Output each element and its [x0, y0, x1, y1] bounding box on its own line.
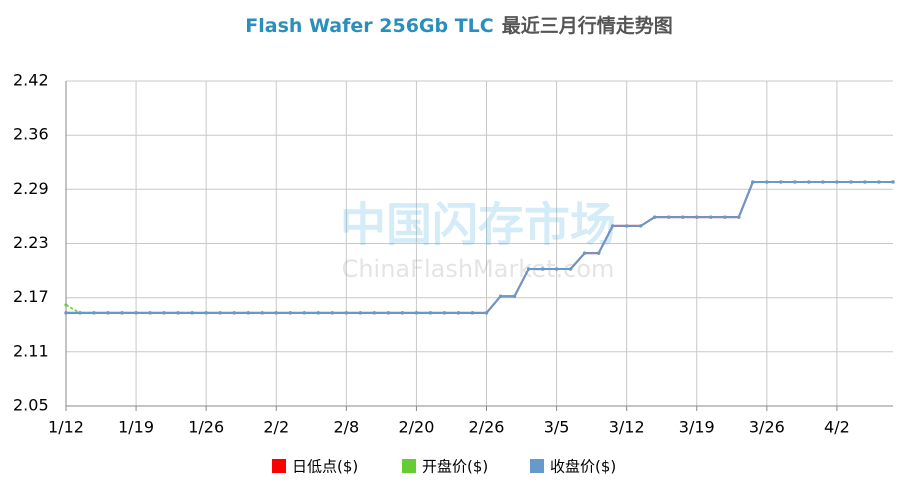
point: [569, 267, 573, 271]
legend-label: 收盘价($): [550, 458, 616, 476]
point: [779, 180, 783, 184]
y-tick-label: 2.42: [13, 71, 49, 90]
point: [625, 224, 629, 228]
point: [540, 267, 545, 271]
point: [190, 311, 194, 315]
point: [877, 180, 881, 184]
x-tick-label: 2/8: [333, 418, 359, 437]
point: [611, 224, 615, 228]
point: [106, 311, 110, 315]
point: [260, 311, 264, 315]
point: [456, 311, 461, 315]
x-tick-label: 3/26: [749, 418, 785, 437]
point: [498, 294, 503, 298]
y-tick-label: 2.11: [13, 341, 49, 360]
point: [807, 180, 811, 184]
title-main: Flash Wafer 256Gb TLC: [245, 15, 493, 37]
point: [386, 311, 390, 315]
point: [344, 311, 348, 315]
x-tick-label: 3/5: [544, 418, 570, 437]
watermark-en: ChinaFlashMarket.com: [342, 255, 615, 283]
point: [639, 224, 643, 228]
x-tick-label: 4/2: [824, 418, 850, 437]
point: [891, 180, 895, 184]
point: [316, 311, 320, 315]
point: [288, 311, 292, 315]
point: [709, 215, 713, 219]
legend-label: 开盘价($): [422, 458, 488, 476]
point: [554, 267, 559, 271]
legend-swatch: [402, 459, 416, 473]
point: [667, 215, 671, 219]
watermark-cn: 中国闪存市场: [340, 198, 616, 252]
point: [358, 311, 362, 315]
point: [64, 303, 68, 307]
point: [484, 311, 489, 315]
point: [204, 311, 208, 315]
point: [120, 311, 124, 315]
point: [793, 180, 797, 184]
point: [470, 311, 475, 315]
point: [835, 180, 839, 184]
legend-swatch: [530, 459, 544, 473]
point: [597, 251, 601, 255]
point: [246, 311, 250, 315]
x-tick-label: 1/19: [118, 418, 154, 437]
legend-swatch: [272, 459, 286, 473]
y-tick-label: 2.36: [13, 125, 49, 144]
point: [162, 311, 166, 315]
y-tick-label: 2.05: [13, 396, 49, 415]
series-line: [66, 181, 893, 314]
point: [148, 311, 152, 315]
point: [92, 311, 96, 315]
point: [134, 311, 138, 315]
legend-label: 日低点($): [292, 458, 358, 476]
x-tick-label: 2/20: [398, 418, 434, 437]
point: [821, 180, 825, 184]
point: [64, 311, 68, 315]
y-tick-label: 2.17: [13, 287, 49, 306]
point: [302, 311, 306, 315]
point: [372, 311, 376, 315]
point: [653, 215, 657, 219]
point: [512, 294, 517, 298]
x-tick-label: 3/19: [679, 418, 715, 437]
x-tick-label: 2/26: [469, 418, 505, 437]
point: [526, 267, 531, 271]
point: [330, 311, 334, 315]
x-tick-label: 3/12: [609, 418, 645, 437]
point: [695, 215, 699, 219]
chart-title: Flash Wafer 256Gb TLC 最近三月行情走势图: [245, 14, 673, 37]
x-tick-label: 1/12: [48, 418, 84, 437]
y-tick-label: 2.23: [13, 233, 49, 252]
point: [442, 311, 447, 315]
point: [414, 311, 419, 315]
point: [78, 311, 82, 315]
point: [583, 251, 587, 255]
point: [428, 311, 433, 315]
point: [863, 180, 867, 184]
point: [232, 311, 236, 315]
point: [765, 180, 769, 184]
point: [176, 311, 180, 315]
point: [849, 180, 853, 184]
point: [274, 311, 278, 315]
point: [400, 311, 405, 315]
x-tick-label: 2/2: [263, 418, 289, 437]
point: [737, 215, 741, 219]
point: [723, 215, 727, 219]
point: [751, 180, 755, 184]
watermark: 中国闪存市场 ChinaFlashMarket.com: [340, 198, 616, 284]
point: [681, 215, 685, 219]
title-sub: 最近三月行情走势图: [502, 14, 673, 37]
y-tick-label: 2.29: [13, 179, 49, 198]
point: [218, 311, 222, 315]
x-tick-label: 1/26: [188, 418, 224, 437]
